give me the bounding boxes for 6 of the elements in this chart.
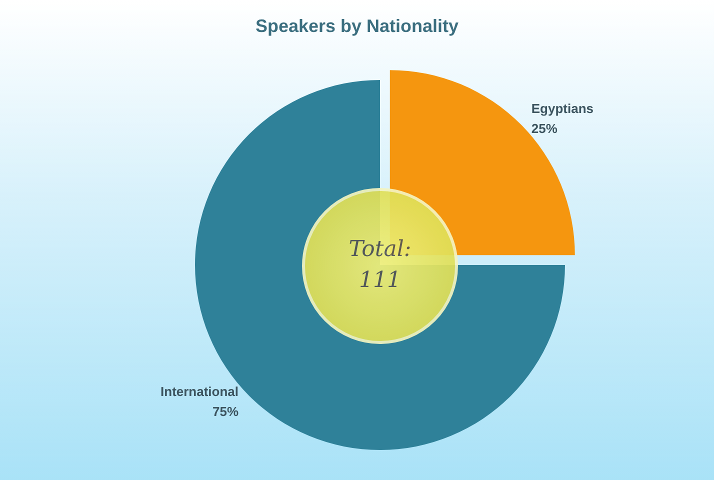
data-label: 25% — [531, 121, 558, 136]
chart-title: Speakers by Nationality — [255, 16, 459, 36]
text: Total: 111 — [302, 188, 458, 344]
data-label: 75% — [212, 404, 239, 419]
slice-label: Egyptians — [531, 101, 594, 116]
slice-label: International — [160, 384, 239, 399]
